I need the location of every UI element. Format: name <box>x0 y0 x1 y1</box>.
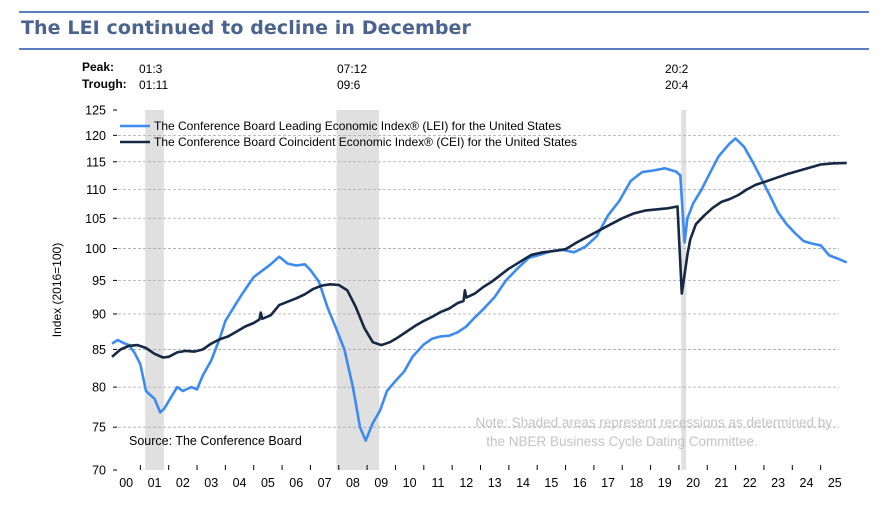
source-note: Source: The Conference Board <box>129 434 302 448</box>
x-tick-label-03: 03 <box>204 476 218 490</box>
x-tick-label-01: 01 <box>148 476 162 490</box>
lei-series-line <box>111 137 848 442</box>
x-tick-label-11: 11 <box>431 476 444 490</box>
legend-label-lei: The Conference Board Leading Economic In… <box>154 119 561 133</box>
y-tick-label-90: 90 <box>92 307 106 321</box>
title-rule-bottom <box>19 48 869 50</box>
x-tick-label-10: 10 <box>403 476 417 490</box>
y-tick-label-125: 125 <box>85 104 106 118</box>
peak-label: Peak: <box>82 60 115 74</box>
y-tick-label-105: 105 <box>85 212 106 226</box>
x-tick-label-02: 02 <box>176 476 190 490</box>
x-tick-label-24: 24 <box>800 476 814 490</box>
legend-label-cei: The Conference Board Coincident Economic… <box>154 135 577 149</box>
x-tick-label-17: 17 <box>601 476 615 490</box>
x-tick-label-15: 15 <box>544 476 558 490</box>
x-tick-label-25: 25 <box>828 476 842 490</box>
y-tick-label-95: 95 <box>92 274 106 288</box>
x-tick-label-05: 05 <box>261 476 275 490</box>
x-tick-label-23: 23 <box>771 476 785 490</box>
y-tick-label-110: 110 <box>86 183 106 197</box>
recession-1-trough: 01:11 <box>139 78 169 92</box>
y-tick-label-100: 100 <box>85 242 106 256</box>
x-tick-label-00: 00 <box>119 476 133 490</box>
y-tick-label-80: 80 <box>92 381 106 395</box>
x-tick-label-04: 04 <box>233 476 247 490</box>
y-tick-label-70: 70 <box>92 464 106 478</box>
x-tick-label-08: 08 <box>346 476 360 490</box>
x-tick-label-06: 06 <box>289 476 303 490</box>
y-axis-label: Index (2016=100) <box>50 243 64 337</box>
x-tick-label-14: 14 <box>516 476 530 490</box>
recession-2-trough: 09:6 <box>337 78 361 92</box>
y-tick-label-75: 75 <box>92 421 106 435</box>
x-tick-label-21: 21 <box>714 476 728 490</box>
x-tick-label-16: 16 <box>573 476 587 490</box>
x-tick-label-20: 20 <box>686 476 700 490</box>
x-tick-label-13: 13 <box>488 476 502 490</box>
x-tick-label-09: 09 <box>374 476 388 490</box>
recession-note-line-1: Note: Shaded areas represent recessions … <box>476 415 833 430</box>
recession-1-peak: 01:3 <box>139 62 163 76</box>
y-tick-label-120: 120 <box>85 129 106 143</box>
x-tick-label-07: 07 <box>318 476 332 490</box>
recession-3-peak: 20:2 <box>665 62 689 76</box>
x-tick-label-19: 19 <box>658 476 672 490</box>
x-tick-label-12: 12 <box>459 476 473 490</box>
x-tick-label-22: 22 <box>743 476 757 490</box>
recession-band-1 <box>145 110 164 470</box>
recession-2-peak: 07:12 <box>337 62 368 76</box>
y-tick-label-85: 85 <box>92 343 106 357</box>
page-title: The LEI continued to decline in December <box>21 17 472 39</box>
recession-3-trough: 20:4 <box>665 78 689 92</box>
recession-note-line-2: the NBER Business Cycle Dating Committee… <box>486 434 758 449</box>
title-rule-top <box>19 11 869 13</box>
recession-band-3 <box>681 110 687 470</box>
cei-series-line <box>111 161 847 359</box>
trough-label: Trough: <box>82 77 127 91</box>
y-tick-label-115: 115 <box>86 155 106 169</box>
x-tick-label-18: 18 <box>629 476 643 490</box>
